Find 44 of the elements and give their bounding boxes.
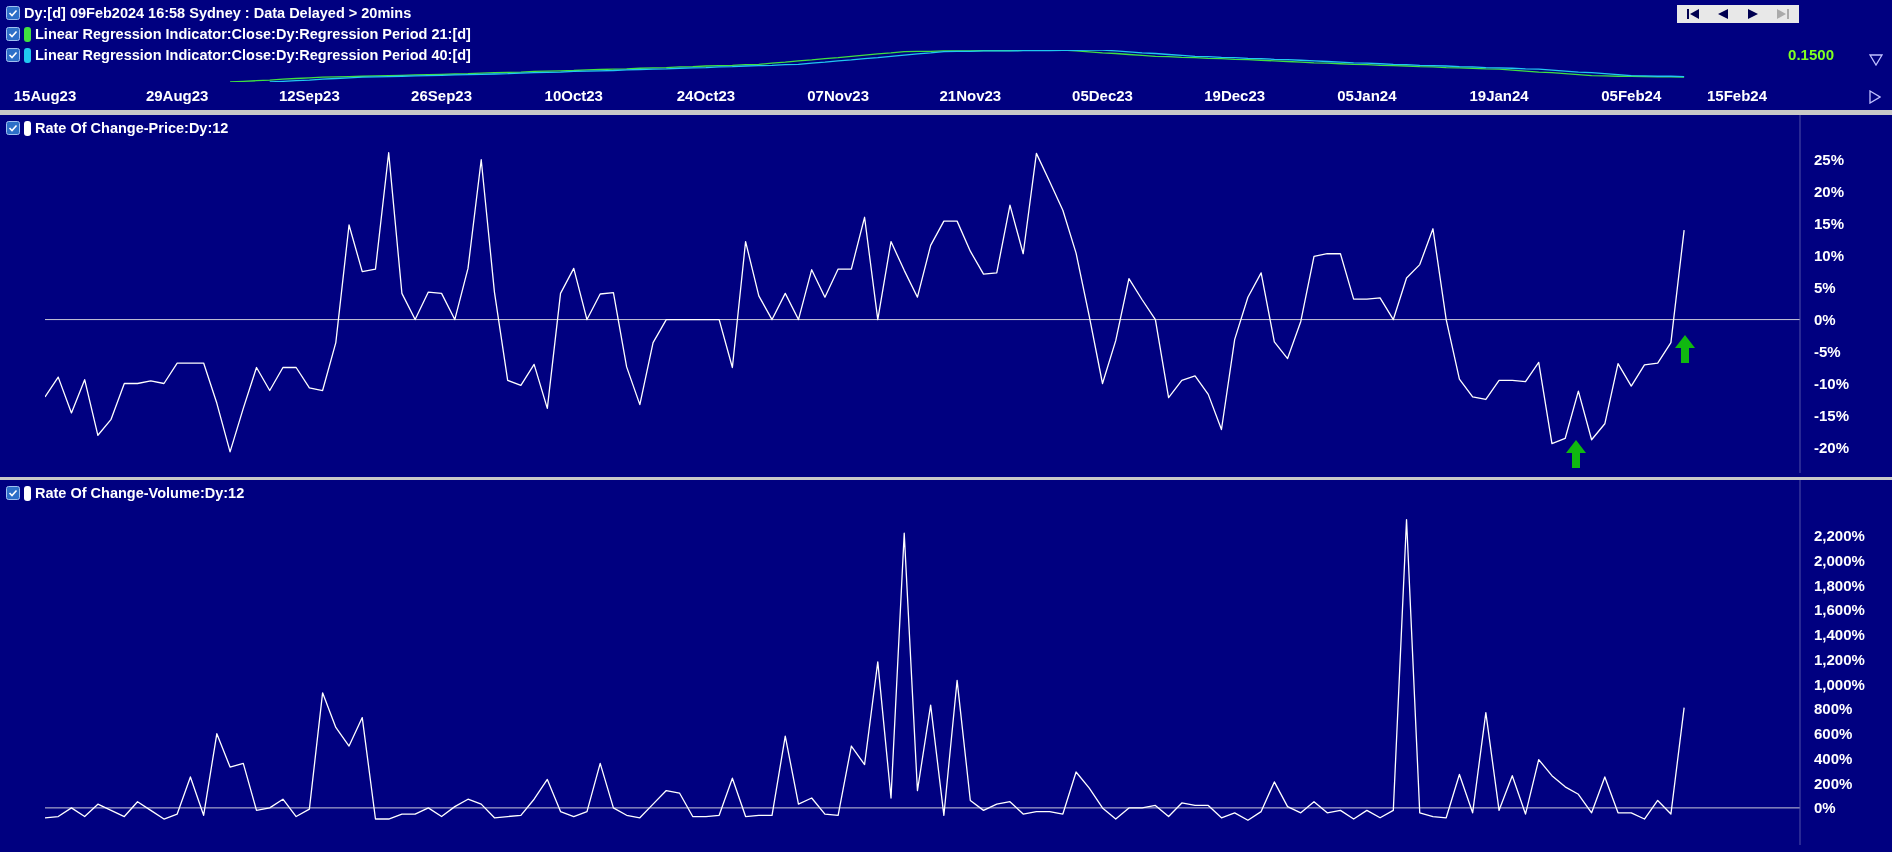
y-tick-label: 25% [1814, 151, 1845, 169]
x-tick-label: 26Sep23 [411, 86, 473, 104]
y-tick-label: 1,800% [1814, 576, 1865, 594]
line-series [45, 152, 1685, 453]
x-tick-label: 12Sep23 [278, 86, 340, 104]
text: 0.1500 [1788, 46, 1834, 63]
legend-label: Linear Regression Indicator:Close:Dy:Regression Period 40:[d] [35, 47, 471, 63]
y-tick-label: 0% [1814, 311, 1836, 329]
y-tick-label: 1,400% [1814, 626, 1865, 644]
y-tick-label: 200% [1814, 774, 1853, 792]
x-tick-label: 05Jan24 [1337, 86, 1398, 104]
x-tick-label: 19Jan24 [1469, 86, 1530, 104]
y-tick-label: 20% [1814, 183, 1845, 201]
y-tick-label: 10% [1814, 247, 1845, 265]
legend-label: Rate Of Change-Price:Dy:12 [35, 120, 229, 136]
y-tick-label: -15% [1814, 406, 1850, 424]
x-tick-label: 29Aug23 [145, 86, 209, 104]
legend-label: Linear Regression Indicator:Close:Dy:Regression Period 21:[d] [35, 26, 471, 42]
y-tick-label: 1,000% [1814, 675, 1865, 693]
x-tick-label: 19Dec23 [1204, 86, 1266, 104]
x-tick-label: 15Feb24 [1706, 86, 1768, 104]
legend-label: Rate Of Change-Volume:Dy:12 [35, 485, 245, 501]
y-tick-label: 1,600% [1814, 601, 1865, 619]
x-tick-label: 05Feb24 [1601, 86, 1662, 104]
y-tick-label: 1,200% [1814, 650, 1865, 668]
y-tick-label: 5% [1814, 279, 1836, 297]
y-tick-label: 2,200% [1814, 527, 1865, 545]
y-tick-label: -10% [1814, 375, 1850, 392]
y-tick-label: 800% [1814, 700, 1853, 718]
x-tick-label: 24Oct23 [676, 86, 736, 104]
y-tick-label: -5% [1814, 343, 1841, 361]
y-tick-label: -20% [1814, 438, 1850, 456]
x-tick-label: 21Nov23 [939, 86, 1002, 104]
x-tick-label: 10Oct23 [544, 86, 603, 104]
line-series [45, 518, 1685, 821]
x-tick-label: 07Nov23 [807, 86, 869, 104]
y-tick-label: 15% [1814, 215, 1845, 233]
y-tick-label: 600% [1814, 725, 1853, 743]
chart-title: Dy:[d] 09Feb2024 16:58 Sydney : Data Delayed > 20mins [24, 5, 412, 21]
y-tick-label: 2,000% [1814, 551, 1865, 569]
y-tick-label: 0% [1814, 799, 1836, 817]
x-tick-label: 05Dec23 [1072, 86, 1133, 104]
x-tick-label: 15Aug23 [13, 86, 77, 104]
y-tick-label: 400% [1814, 749, 1853, 767]
